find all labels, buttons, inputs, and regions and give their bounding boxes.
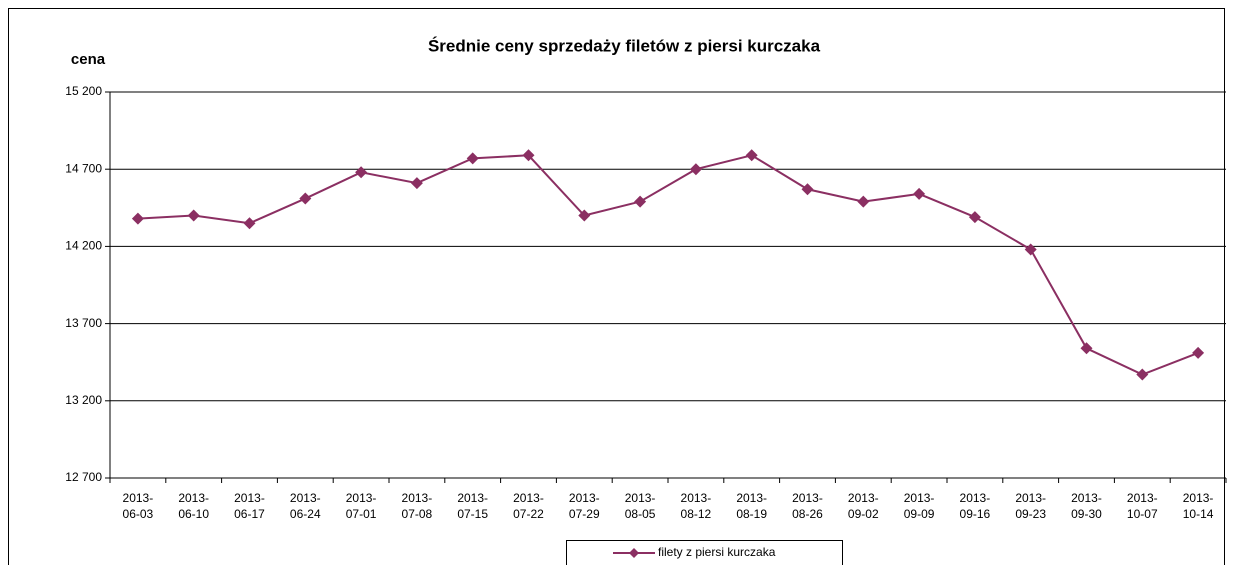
x-tick-label-box: 2013-06-10	[178, 491, 210, 521]
x-tick-label-box: 2013-07-08	[401, 491, 433, 521]
x-tick-label: 2013-06-10	[178, 491, 210, 521]
x-tick-label: 2013-08-19	[736, 491, 768, 521]
x-tick-label: 2013-07-29	[568, 491, 600, 521]
x-tick-label-box: 2013-07-29	[568, 491, 600, 521]
point	[689, 163, 702, 176]
y-tick-label: 13 200	[65, 393, 102, 407]
x-tick-label: 2013-08-26	[792, 491, 823, 521]
y-axis-label: cena	[71, 51, 106, 68]
y-tick-label: 13 700	[65, 316, 102, 330]
x-tick-label: 2013-07-01	[345, 491, 377, 521]
point	[968, 211, 981, 224]
x-tick-label-box: 2013-09-23	[1015, 491, 1047, 521]
point	[299, 192, 312, 205]
point	[1080, 342, 1093, 355]
x-tick-label: 2013-06-17	[234, 491, 265, 521]
x-tick-label-box: 2013-09-30	[1071, 491, 1102, 521]
x-tick-label: 2013-07-08	[401, 491, 433, 521]
chart-title: Średnie ceny sprzedaży filetów z piersi …	[428, 36, 821, 55]
point	[801, 183, 814, 196]
point	[355, 166, 368, 179]
x-tick-label-box: 2013-10-07	[1126, 491, 1158, 521]
legend-box	[566, 540, 843, 565]
x-tick-label: 2013-06-24	[289, 491, 321, 521]
chart-frame	[8, 8, 1225, 565]
x-tick-label: 2013-06-03	[122, 491, 154, 521]
x-tick-label-box: 2013-06-03	[122, 491, 154, 521]
point	[466, 152, 479, 165]
x-tick-label-box: 2013-08-26	[792, 491, 823, 521]
point	[1024, 243, 1037, 256]
x-tick-label: 2013-10-07	[1126, 491, 1158, 521]
x-tick-label-box: 2013-10-14	[1182, 491, 1214, 521]
y-tick-label: 14 700	[65, 161, 102, 175]
legend-marker	[629, 548, 639, 558]
x-tick-label: 2013-09-16	[959, 491, 991, 521]
x-tick-label-box: 2013-08-12	[680, 491, 712, 521]
point	[410, 177, 423, 190]
point	[578, 209, 591, 222]
point	[1192, 346, 1205, 359]
point	[243, 217, 256, 230]
x-tick-label: 2013-08-05	[624, 491, 656, 521]
x-tick-label: 2013-09-09	[903, 491, 935, 521]
point	[913, 187, 926, 200]
y-tick-label: 12 700	[65, 470, 102, 484]
x-tick-label-box: 2013-07-15	[457, 491, 489, 521]
x-tick-label-box: 2013-06-17	[234, 491, 265, 521]
y-tick-label: 15 200	[65, 84, 102, 98]
x-tick-label: 2013-07-22	[513, 491, 544, 521]
x-tick-label-box: 2013-07-01	[345, 491, 377, 521]
y-tick-label: 14 200	[65, 239, 102, 253]
x-tick-label-box: 2013-09-09	[903, 491, 935, 521]
x-tick-label: 2013-09-30	[1071, 491, 1102, 521]
point	[131, 212, 144, 225]
point	[745, 149, 758, 162]
x-tick-label-box: 2013-09-16	[959, 491, 991, 521]
legend-label: filety z piersi kurczaka	[658, 545, 776, 559]
point	[1136, 368, 1149, 381]
point	[857, 195, 870, 208]
series-line	[137, 154, 1199, 376]
x-tick-label: 2013-10-14	[1182, 491, 1214, 521]
x-tick-label-box: 2013-08-19	[736, 491, 768, 521]
x-tick-label-box: 2013-06-24	[289, 491, 321, 521]
x-tick-label-box: 2013-08-05	[624, 491, 656, 521]
x-tick-label: 2013-07-15	[457, 491, 489, 521]
x-tick-label: 2013-08-12	[680, 491, 712, 521]
x-tick-label-box: 2013-09-02	[847, 491, 879, 521]
point	[187, 209, 200, 222]
point	[522, 149, 535, 162]
x-tick-label: 2013-09-23	[1015, 491, 1047, 521]
point	[634, 195, 647, 208]
x-tick-label-box: 2013-07-22	[513, 491, 544, 521]
x-tick-label: 2013-09-02	[847, 491, 879, 521]
